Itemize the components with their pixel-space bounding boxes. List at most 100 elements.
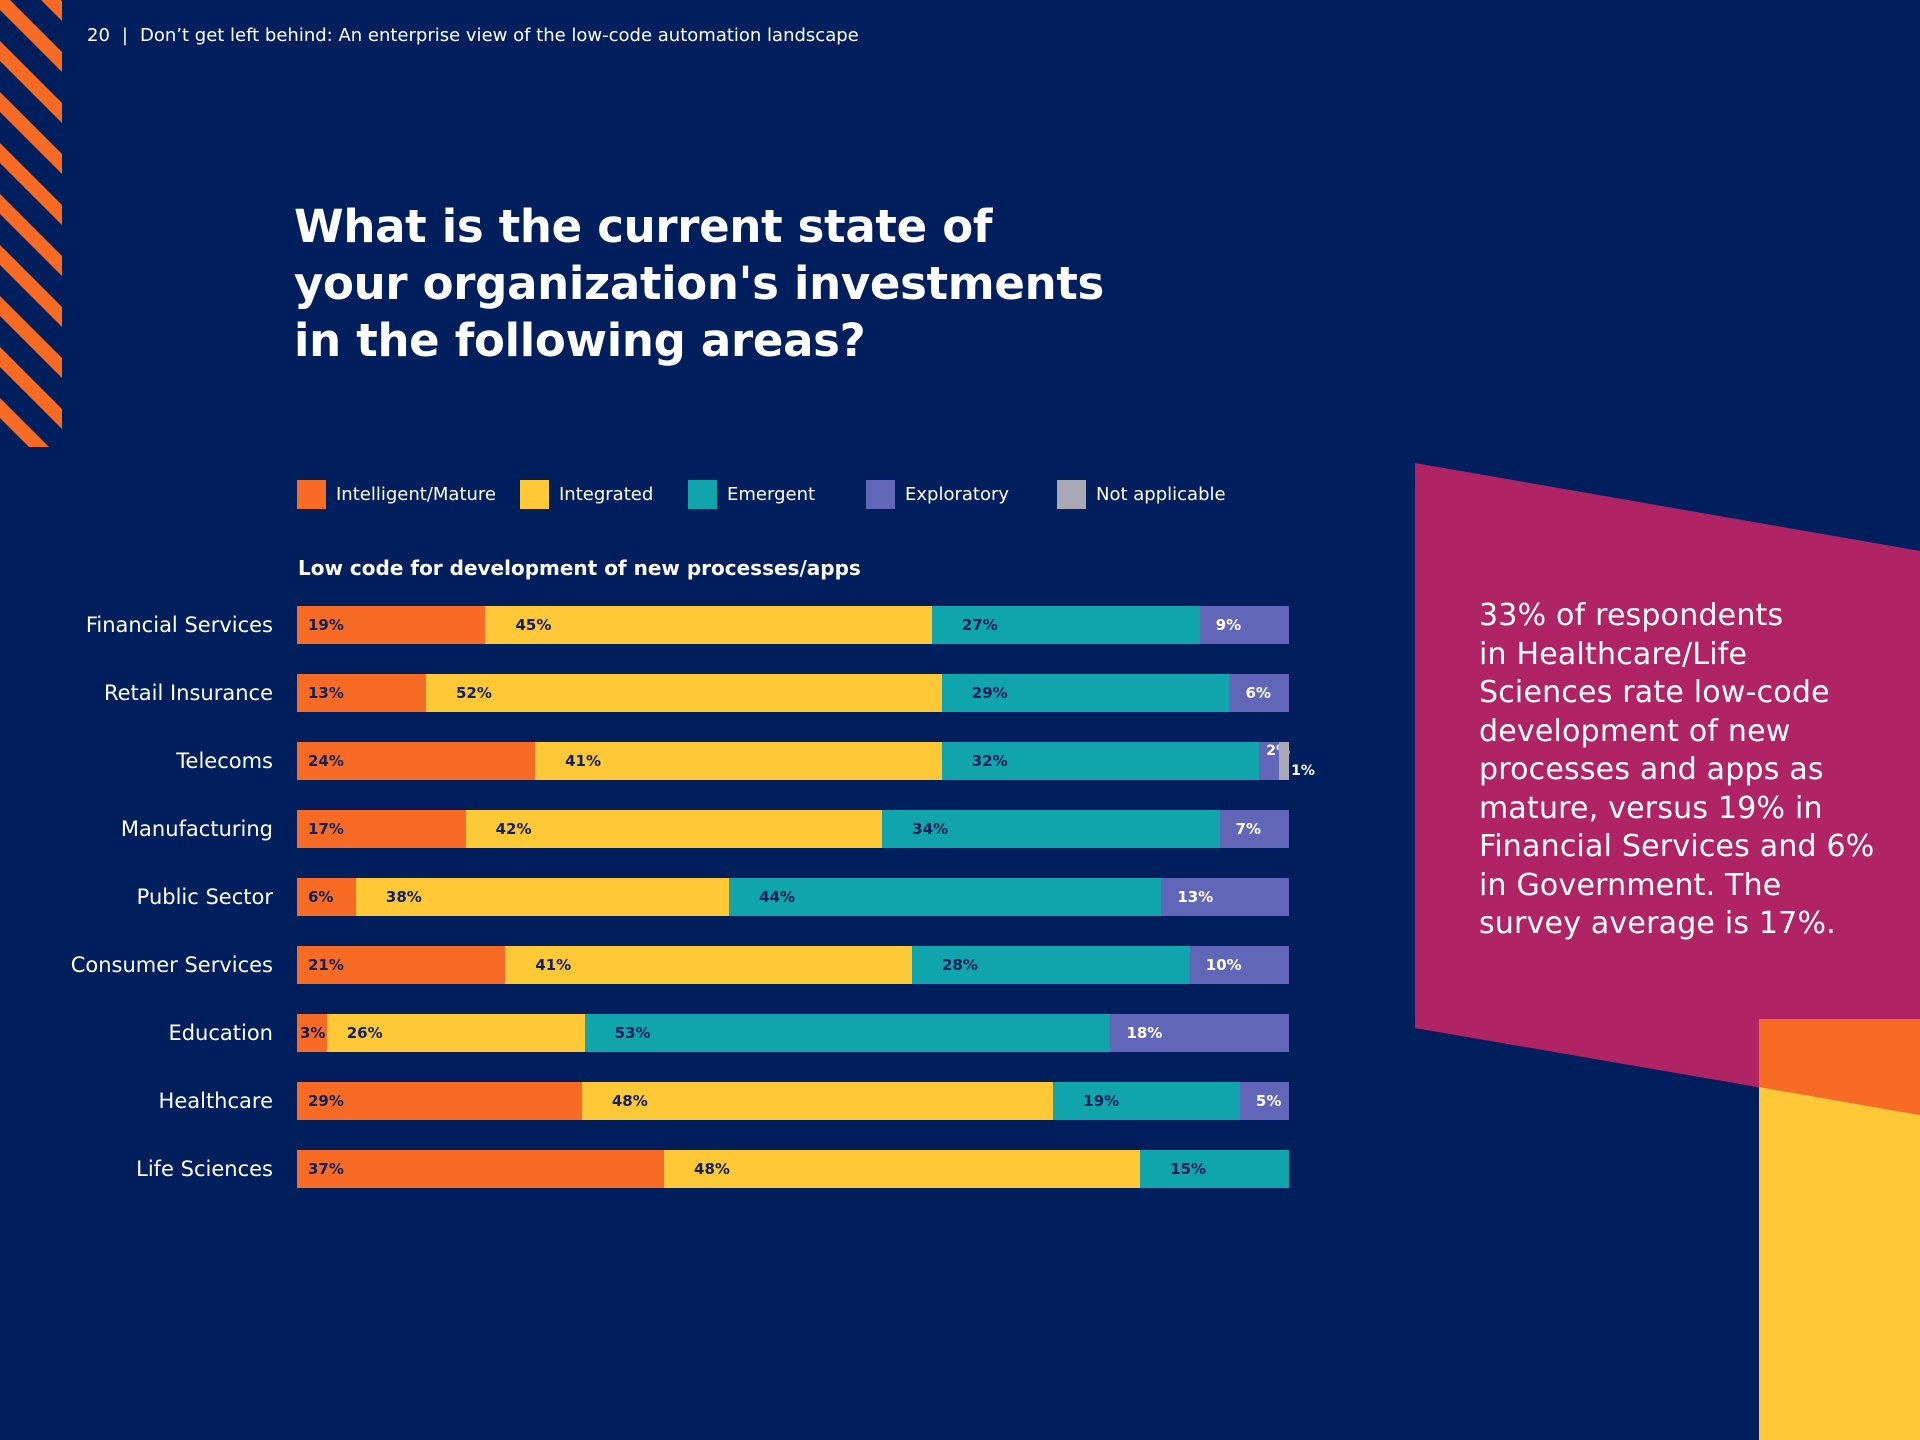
bar-segment <box>297 1150 665 1188</box>
stripe <box>0 0 62 72</box>
chart-title: Low code for development of new processe… <box>298 556 861 580</box>
callout-line: Sciences rate low-code <box>1479 675 1830 710</box>
bar-segment <box>505 946 913 984</box>
bar-segment <box>1199 606 1289 644</box>
category-label: Telecoms <box>176 749 273 773</box>
bar-segment <box>941 674 1230 712</box>
yellow-accent-block <box>1759 1087 1920 1440</box>
bar-segment <box>297 878 356 916</box>
bar-segment <box>1279 742 1289 780</box>
bar-segment <box>465 810 883 848</box>
bar-segment <box>297 742 536 780</box>
data-label: 1% <box>1291 763 1315 779</box>
data-label: 45% <box>515 616 552 634</box>
category-label: Retail Insurance <box>103 681 273 705</box>
legend-swatch <box>520 480 549 509</box>
bar-segment <box>664 1150 1141 1188</box>
data-label: 42% <box>495 820 532 838</box>
category-label: Manufacturing <box>120 817 273 841</box>
legend-item: Emergent <box>688 480 815 509</box>
bar-segment <box>584 1014 1111 1052</box>
legend-item: Not applicable <box>1057 480 1226 509</box>
bar-segment <box>1140 1150 1289 1188</box>
bar-segment <box>729 878 1162 916</box>
bar-segment <box>581 1082 1054 1120</box>
bar-segment <box>912 946 1190 984</box>
data-label: 19% <box>308 616 344 634</box>
category-label: Life Sciences <box>136 1157 273 1181</box>
page-header: 20 | Don’t get left behind: An enterprise … <box>87 25 859 46</box>
legend-label: Intelligent/Mature <box>336 484 496 505</box>
bar-segment <box>485 606 932 644</box>
data-label: 53% <box>614 1024 651 1042</box>
legend-swatch <box>1057 480 1086 509</box>
stripe <box>0 194 62 276</box>
callout-line: in Healthcare/Life <box>1479 636 1748 672</box>
callout-line: Financial Services and 6% <box>1479 829 1875 864</box>
bar-segment <box>1219 810 1289 848</box>
data-label: 41% <box>565 752 601 770</box>
stripe <box>0 245 62 327</box>
bar-segment <box>326 1014 585 1052</box>
callout-panel-shape <box>1415 463 1920 1115</box>
data-label: 27% <box>961 616 998 634</box>
callout-line: survey average is 17%. <box>1479 906 1836 941</box>
bar-segment <box>297 1082 582 1120</box>
callout-line: in Government. The <box>1479 867 1782 903</box>
data-label: 48% <box>694 1160 730 1178</box>
stripe <box>0 347 62 429</box>
bar-segment <box>535 742 942 780</box>
data-label: 44% <box>759 888 796 906</box>
data-label: 9% <box>1215 616 1242 634</box>
data-label: 37% <box>308 1160 344 1178</box>
data-label: 34% <box>912 820 949 838</box>
data-label: 15% <box>1170 1160 1207 1178</box>
bar-segment <box>297 674 426 712</box>
stripe <box>41 0 62 21</box>
bar-segment <box>941 742 1260 780</box>
data-label: 24% <box>308 752 344 770</box>
bar-segment <box>882 810 1220 848</box>
data-label: 13% <box>308 684 344 702</box>
bar-segment <box>1189 946 1289 984</box>
data-label: 19% <box>1083 1092 1120 1110</box>
orange-accent-block <box>1759 1019 1920 1115</box>
data-label: 52% <box>455 684 492 702</box>
stripe-pattern <box>0 0 62 447</box>
data-label: 28% <box>942 956 978 974</box>
bar-segment <box>931 606 1200 644</box>
stripe <box>0 398 49 447</box>
bar-segment <box>297 1014 327 1052</box>
document-title: Don’t get left behind: An enterprise vie… <box>139 25 859 46</box>
bar-segment <box>1239 1082 1289 1120</box>
data-label: 29% <box>308 1092 344 1110</box>
legend-label: Emergent <box>727 484 816 505</box>
data-label: 5% <box>1255 1092 1282 1110</box>
callout-line: mature, versus 19% in <box>1479 790 1823 826</box>
title-line: your organization's investments <box>294 257 1105 310</box>
data-label: 38% <box>385 888 422 906</box>
data-label: 13% <box>1177 888 1214 906</box>
data-label: 18% <box>1126 1024 1163 1042</box>
data-label: 29% <box>971 684 1008 702</box>
data-label: 26% <box>346 1024 383 1042</box>
legend-swatch <box>297 480 326 509</box>
bar-segment <box>355 878 730 916</box>
bar-segment <box>297 606 486 644</box>
data-label: 32% <box>971 752 1008 770</box>
bar-segment <box>297 810 466 848</box>
callout-line: processes and apps as <box>1479 752 1824 787</box>
legend-swatch <box>866 480 895 509</box>
stripe <box>0 296 62 378</box>
stripe <box>0 92 62 174</box>
bar-segment <box>1110 1014 1289 1052</box>
bar-segment <box>1053 1082 1240 1120</box>
bar-segment <box>1229 674 1289 712</box>
legend-swatch <box>688 480 717 509</box>
bar-segment <box>1259 742 1280 780</box>
legend-label: Not applicable <box>1096 484 1226 505</box>
title-line: What is the current state of <box>294 200 993 253</box>
legend-item: Integrated <box>520 480 653 509</box>
header-separator: | <box>121 25 128 46</box>
legend-label: Integrated <box>559 484 654 505</box>
